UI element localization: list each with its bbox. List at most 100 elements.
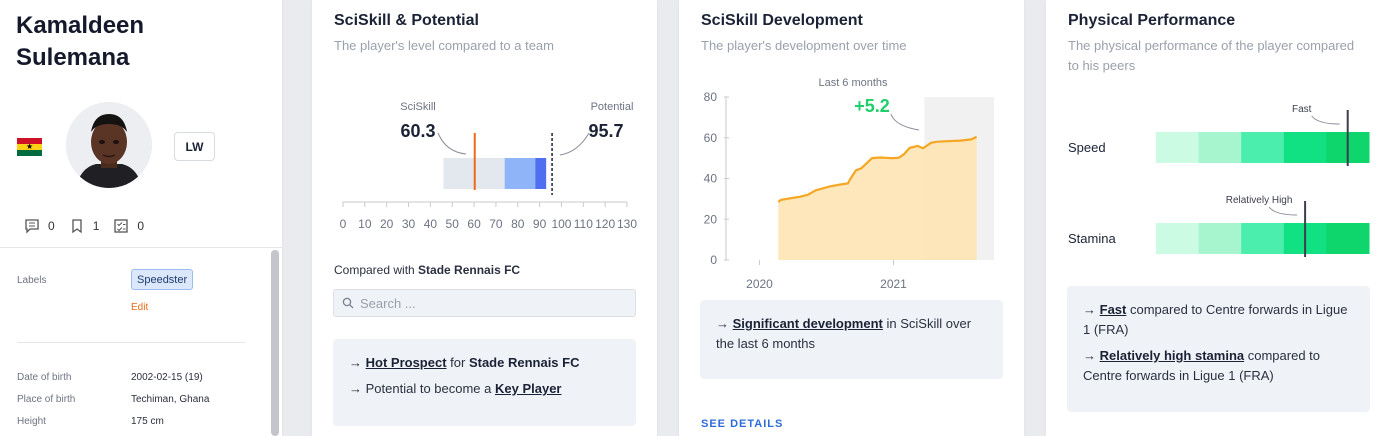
sciskill-line bbox=[777, 135, 978, 203]
insight-text: Potential to become a bbox=[365, 381, 492, 396]
sciskill-change-value: +5.2 bbox=[854, 96, 890, 116]
checklist-counter[interactable]: 0 bbox=[113, 218, 144, 234]
bookmarks-counter[interactable]: 1 bbox=[69, 218, 100, 234]
y-tick-label: 0 bbox=[710, 253, 717, 267]
x-tick-label: 130 bbox=[617, 217, 637, 231]
label-chip-speedster[interactable]: Speedster bbox=[131, 269, 194, 290]
metric-pointer-arrow bbox=[1311, 115, 1340, 125]
stamina-link[interactable]: Relatively high stamina bbox=[1099, 348, 1245, 363]
sciskill-value: 60.3 bbox=[400, 121, 435, 141]
see-details-link[interactable]: SEE DETAILS bbox=[701, 418, 784, 430]
dob-label: Date of birth bbox=[17, 372, 72, 383]
compared-prefix: Compared with bbox=[334, 263, 415, 277]
x-tick-label: 90 bbox=[533, 217, 547, 231]
x-tick-label: 70 bbox=[489, 217, 503, 231]
search-icon bbox=[342, 297, 354, 309]
sciskill-pointer-arrow bbox=[437, 132, 467, 155]
scrollbar[interactable] bbox=[271, 250, 279, 436]
metric-name: Speed bbox=[1068, 140, 1106, 155]
metric-row-speed: Speed Fast bbox=[1068, 104, 1370, 166]
y-tick-label: 20 bbox=[704, 212, 718, 226]
height-label: Height bbox=[17, 416, 46, 427]
compared-team: Stade Rennais FC bbox=[418, 263, 521, 277]
metric-segment bbox=[1156, 132, 1200, 163]
x-tick-label: 40 bbox=[424, 217, 438, 231]
potential-label: Potential bbox=[591, 101, 634, 113]
metric-segment bbox=[1241, 132, 1285, 163]
insight-team: Stade Rennais FC bbox=[468, 355, 580, 370]
x-tick-label: 100 bbox=[551, 217, 571, 231]
card-title: Physical Performance bbox=[1068, 12, 1236, 29]
comments-counter[interactable]: 0 bbox=[24, 218, 55, 234]
y-tick-label: 60 bbox=[704, 131, 718, 145]
sciskill-potential-chart: SciSkill 60.3 Potential 95.7 0 10 20 30 40 50… bbox=[340, 101, 638, 231]
fast-link[interactable]: Fast bbox=[1099, 302, 1127, 317]
comment-icon bbox=[25, 219, 39, 234]
sciskill-potential-card: SciSkill & Potential The player's level … bbox=[312, 0, 657, 436]
insight-line: → Potential to become a Key Player bbox=[349, 381, 562, 396]
comments-count: 0 bbox=[48, 219, 55, 233]
divider bbox=[0, 247, 283, 248]
team-range-bar-2 bbox=[535, 158, 547, 189]
x-tick-label: 2020 bbox=[746, 277, 773, 291]
edit-labels-link[interactable]: Edit bbox=[131, 302, 149, 313]
metric-level-label: Fast bbox=[1292, 104, 1312, 115]
checklist-icon bbox=[114, 219, 129, 233]
team-search[interactable] bbox=[333, 289, 636, 317]
potential-value: 95.7 bbox=[588, 121, 623, 141]
change-pointer-arrow bbox=[890, 113, 920, 131]
x-tick-label: 10 bbox=[358, 217, 372, 231]
insight-line: → Relatively high stamina compared to Ce… bbox=[1083, 348, 1321, 383]
x-tick-label: 0 bbox=[340, 217, 347, 231]
checklist-count: 0 bbox=[137, 219, 145, 233]
y-tick-label: 80 bbox=[704, 90, 718, 104]
x-tick-label: 20 bbox=[380, 217, 394, 231]
physical-insights: → Fast compared to Centre forwards in Li… bbox=[1067, 286, 1370, 412]
metric-pointer-arrow bbox=[1268, 206, 1298, 216]
card-subtitle: The physical performance of the player c… bbox=[1068, 38, 1355, 73]
hot-prospect-link[interactable]: Hot Prospect bbox=[365, 355, 447, 370]
key-player-link[interactable]: Key Player bbox=[495, 381, 562, 396]
insight-text: for bbox=[450, 355, 466, 370]
sciskill-development-card: SciSkill Development The player's develo… bbox=[679, 0, 1024, 436]
card-title: SciSkill Development bbox=[701, 12, 863, 29]
compared-with: Compared with Stade Rennais FC bbox=[334, 263, 520, 277]
metric-segment bbox=[1198, 223, 1242, 254]
last-6-months-label: Last 6 months bbox=[818, 77, 888, 89]
metric-name: Stamina bbox=[1068, 231, 1116, 246]
development-insights: → Significant development in SciSkill ov… bbox=[700, 300, 1003, 379]
physical-performance-chart: Speed Fast Stamina Relatively High bbox=[1068, 104, 1370, 257]
metric-segment bbox=[1156, 223, 1200, 254]
ghana-flag-icon: ★ bbox=[17, 138, 42, 156]
x-tick-label: 60 bbox=[467, 217, 481, 231]
card-title: SciSkill & Potential bbox=[334, 12, 479, 29]
bookmarks-count: 1 bbox=[92, 219, 100, 233]
bookmark-icon bbox=[72, 219, 82, 234]
y-tick-label: 40 bbox=[704, 172, 718, 186]
x-tick-label: 80 bbox=[511, 217, 525, 231]
card-subtitle: The player's development over time bbox=[701, 38, 907, 53]
significant-development-link[interactable]: Significant development bbox=[732, 316, 883, 331]
player-name-last: Sulemana bbox=[16, 44, 130, 71]
insight-line: → Hot Prospect for Stade Rennais FC bbox=[349, 355, 580, 370]
metric-level-label: Relatively High bbox=[1226, 195, 1293, 206]
x-tick-label: 2021 bbox=[880, 277, 907, 291]
potential-insights: → Hot Prospect for Stade Rennais FC → Po… bbox=[333, 339, 636, 426]
physical-performance-card: Physical Performance The physical perfor… bbox=[1046, 0, 1381, 436]
metric-segment bbox=[1198, 132, 1242, 163]
avatar bbox=[66, 102, 152, 188]
insight-text: in SciSkill over the last 6 months bbox=[716, 316, 972, 351]
card-subtitle: The player's level compared to a team bbox=[334, 38, 554, 53]
position-badge: LW bbox=[174, 132, 215, 161]
insight-text: compared to Centre forwards in Ligue 1 (… bbox=[1083, 302, 1348, 337]
player-name: Kamaldeen Sulemana bbox=[16, 10, 216, 74]
x-tick-label: 50 bbox=[446, 217, 460, 231]
metric-segment bbox=[1326, 223, 1370, 254]
player-name-first: Kamaldeen bbox=[16, 12, 145, 39]
dob-value: 2002-02-15 (19) bbox=[131, 372, 203, 383]
team-range-bar-1 bbox=[504, 158, 536, 189]
insight-line: → Fast compared to Centre forwards in Li… bbox=[1083, 302, 1348, 337]
search-input[interactable] bbox=[360, 295, 620, 311]
sciskill-development-chart: 0 20 40 60 80 Last 6 months +5.2 2020 2021 bbox=[704, 77, 994, 291]
metric-segment bbox=[1283, 132, 1327, 163]
